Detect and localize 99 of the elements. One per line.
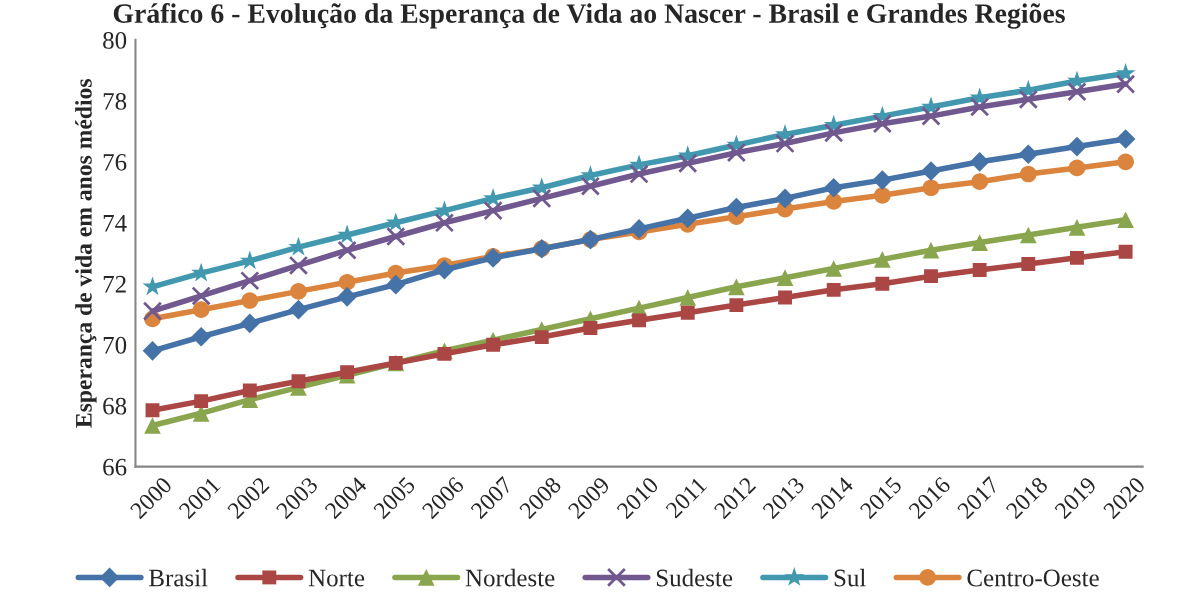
y-tick-label: 80 [103, 31, 127, 49]
y-tick-label: 66 [103, 458, 127, 476]
point [1117, 211, 1134, 229]
point [874, 187, 891, 204]
point [145, 403, 160, 418]
legend-label: Sudeste [656, 568, 733, 587]
point [825, 260, 843, 277]
point [1115, 74, 1136, 94]
point [1117, 153, 1134, 171]
point [1115, 129, 1136, 149]
point [1118, 244, 1133, 259]
point [144, 417, 161, 434]
point [437, 346, 452, 361]
point [872, 170, 893, 190]
point [632, 313, 647, 328]
point [337, 287, 357, 307]
point [288, 299, 309, 320]
point [534, 330, 549, 345]
point [1018, 89, 1039, 110]
chart-title: Gráfico 6 - Evolução da Esperança de Vida ao Nascer - Brasil e Grandes Regiões [113, 3, 1065, 29]
point [874, 251, 891, 268]
point [1021, 257, 1036, 271]
point [191, 286, 211, 306]
point [679, 289, 697, 306]
point [678, 153, 698, 174]
point [486, 337, 501, 352]
point [194, 394, 209, 409]
point [288, 255, 309, 276]
point [240, 270, 260, 291]
point [680, 305, 695, 320]
legend-label: Brasil [149, 568, 208, 587]
point [922, 179, 940, 197]
y-axis-title: Esperança de vida em anos médios [75, 79, 97, 428]
point [340, 365, 355, 380]
point [583, 321, 598, 335]
point [921, 106, 941, 126]
point [434, 213, 455, 233]
point [726, 197, 747, 218]
point [483, 200, 503, 221]
point [677, 208, 698, 229]
y-tick-label: 78 [103, 92, 127, 110]
point [872, 114, 893, 134]
point [728, 278, 745, 296]
point [629, 164, 649, 184]
point [969, 152, 990, 172]
point [775, 133, 795, 154]
y-tick-label: 70 [103, 336, 127, 354]
point [1019, 165, 1037, 183]
point [142, 301, 163, 321]
point [142, 340, 163, 361]
point [969, 97, 990, 117]
y-tick-label: 72 [103, 275, 126, 293]
point [1070, 250, 1084, 265]
point [778, 290, 792, 305]
point [1068, 159, 1086, 177]
y-tick-label: 76 [103, 153, 127, 171]
point [434, 259, 455, 280]
point [580, 176, 601, 196]
point [191, 326, 211, 347]
point [241, 292, 259, 309]
point [386, 226, 406, 247]
point [776, 269, 794, 286]
point [192, 301, 210, 318]
point [532, 188, 552, 209]
point [971, 173, 988, 190]
point [1068, 219, 1086, 236]
point [823, 177, 844, 198]
x-tick-label: 2011 [664, 476, 708, 519]
point [1019, 226, 1037, 244]
point [921, 161, 941, 181]
point [729, 298, 744, 313]
point [971, 234, 988, 251]
x-tick-label: 2001 [178, 476, 222, 520]
point [1067, 136, 1087, 157]
legend-label: Sul [834, 568, 866, 587]
point [922, 241, 940, 259]
point [1018, 144, 1039, 165]
point [1067, 82, 1087, 102]
point [242, 383, 257, 398]
point [726, 142, 747, 163]
y-tick-label: 74 [103, 215, 127, 232]
point [875, 276, 890, 291]
point [823, 123, 844, 143]
point [338, 273, 356, 291]
point [775, 188, 795, 209]
point [337, 240, 357, 260]
point [1115, 63, 1136, 82]
legend-label: Centro-Oeste [967, 569, 1099, 587]
point [239, 313, 260, 334]
point [924, 269, 938, 284]
point [826, 282, 841, 297]
point [825, 193, 843, 210]
legend-label: Norte [308, 569, 365, 587]
point [385, 274, 406, 295]
y-tick-label: 68 [103, 397, 127, 415]
legend-label: Nordeste [465, 568, 555, 587]
point [972, 263, 987, 277]
point [290, 283, 307, 300]
point [291, 374, 306, 389]
